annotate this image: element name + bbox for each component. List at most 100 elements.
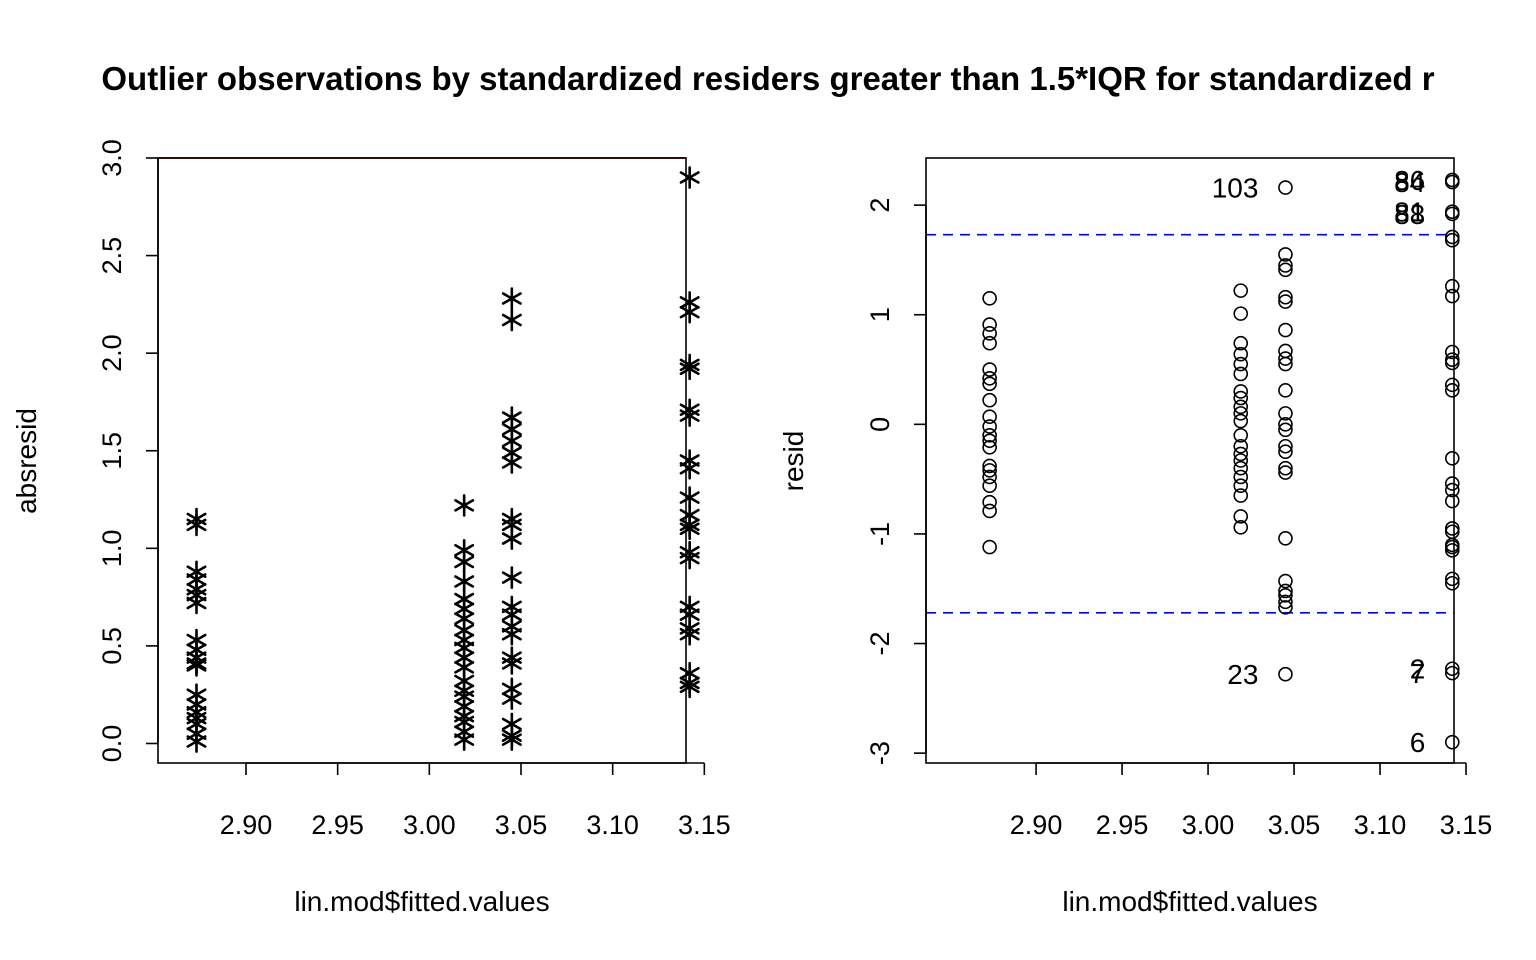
circle-point (1233, 306, 1249, 321)
circle-point (1278, 351, 1293, 366)
circle-point (1278, 422, 1293, 438)
outlier-label: 81 (1394, 197, 1425, 228)
asterisk-point (679, 675, 700, 699)
circle-point (982, 335, 997, 351)
circle-point (1233, 346, 1249, 362)
right-y-tick-label: -2 (865, 632, 895, 656)
circle-point (982, 419, 997, 434)
circle-point (1444, 377, 1460, 393)
circle-point (1233, 488, 1249, 503)
circle-point (1278, 258, 1293, 273)
asterisk-point (679, 546, 700, 570)
circle-point (1233, 399, 1249, 415)
asterisk-point (501, 566, 522, 589)
circle-point (1444, 451, 1460, 466)
circle-point (1278, 666, 1293, 682)
asterisk-point (501, 308, 522, 332)
outlier-label: 86 (1394, 165, 1425, 196)
circle-point (1233, 460, 1249, 476)
left-x-tick-label: 3.00 (403, 810, 456, 840)
circle-point (1278, 573, 1293, 589)
outlier-label: 103 (1212, 173, 1259, 204)
outlier-label: 7 (1410, 658, 1426, 689)
circle-point (1444, 734, 1460, 750)
circle-point (1444, 482, 1460, 498)
circle-point (1278, 588, 1293, 603)
circle-point (1233, 366, 1249, 382)
asterisk-point (186, 513, 207, 537)
circle-point (1278, 460, 1293, 476)
asterisk-point (679, 517, 700, 541)
circle-point (1278, 294, 1293, 309)
right-y-tick-label: -3 (865, 741, 895, 765)
circle-point (982, 326, 997, 341)
circle-point (982, 376, 997, 392)
circle-point (1278, 247, 1293, 262)
outlier-label: 23 (1227, 659, 1258, 690)
circle-point (1233, 509, 1249, 524)
asterisk-point (679, 622, 700, 646)
circle-point (1444, 232, 1460, 248)
circle-point (982, 317, 997, 332)
left-x-tick-label: 3.15 (678, 810, 731, 840)
asterisk-point (679, 357, 700, 381)
circle-point (1444, 524, 1460, 540)
circle-point (982, 458, 997, 474)
circle-point (1444, 476, 1460, 491)
circle-point (1233, 406, 1249, 421)
right-y-axis-label: resid (778, 431, 809, 492)
right-x-tick-label: 2.95 (1096, 810, 1149, 840)
left-y-tick-label: 2.0 (97, 334, 127, 372)
circle-point (1233, 356, 1249, 372)
circle-point (982, 370, 997, 386)
outlier-label: 2 (1410, 654, 1426, 685)
circle-point (982, 290, 997, 306)
circle-point (1233, 390, 1249, 406)
right-plot-data: 2.90 2.95 3.00 3.05 3.10 3.15 -3 -2 -1 0 1 2 103 8684… (865, 165, 1492, 840)
left-x-tick-label: 3.05 (495, 810, 548, 840)
circle-point (1278, 383, 1293, 398)
outlier-label: 6 (1410, 727, 1426, 758)
left-x-tick-label: 3.10 (586, 810, 639, 840)
circle-point (1444, 229, 1460, 245)
circle-point (1233, 453, 1249, 468)
circle-point (1444, 543, 1460, 558)
circle-point (1278, 356, 1293, 372)
circle-point (1278, 531, 1293, 546)
asterisk-point (186, 591, 207, 615)
left-panel: 2.90 2.95 3.00 3.05 3.10 3.15 0.0 0.5 1.0 1.5 2.0 2… (11, 139, 731, 917)
left-y-tick-label: 1.5 (97, 432, 127, 470)
right-x-axis-label: lin.mod$fitted.values (1062, 886, 1317, 917)
left-plot-data: 2.90 2.95 3.00 3.05 3.10 3.15 0.0 0.5 1.0 1.5 2.0 2… (97, 139, 731, 840)
circle-point (1278, 343, 1293, 359)
circle-point (1233, 469, 1249, 485)
circle-point (1444, 665, 1460, 681)
left-y-tick-label: 0.0 (97, 725, 127, 763)
circle-point (1444, 575, 1460, 591)
circle-point (982, 539, 997, 555)
asterisk-point (454, 494, 475, 517)
circle-point (1233, 427, 1249, 443)
circle-point (1444, 206, 1460, 222)
left-x-tick-label: 2.90 (220, 810, 273, 840)
asterisk-point (679, 404, 700, 427)
circle-point (1444, 174, 1460, 190)
circle-point (982, 463, 997, 478)
circle-point (1278, 600, 1293, 615)
circle-point (1444, 352, 1460, 367)
asterisk-point (501, 451, 522, 474)
left-plot-frame (157, 157, 687, 764)
asterisk-point (501, 527, 522, 550)
circle-point (1278, 444, 1293, 460)
right-x-tick-label: 3.00 (1182, 810, 1235, 840)
right-plot-frame (925, 157, 1455, 764)
circle-point (1233, 520, 1249, 535)
figure-title: Outlier observations by standardized res… (101, 60, 1434, 97)
outlier-label: 84 (1394, 167, 1425, 198)
right-y-tick-label: 2 (865, 198, 895, 213)
right-panel: 2.90 2.95 3.00 3.05 3.10 3.15 -3 -2 -1 0 1 2 103 8684… (778, 157, 1492, 917)
right-y-tick-label: -1 (865, 522, 895, 546)
circle-point (1444, 278, 1460, 294)
circle-point (1444, 661, 1460, 677)
